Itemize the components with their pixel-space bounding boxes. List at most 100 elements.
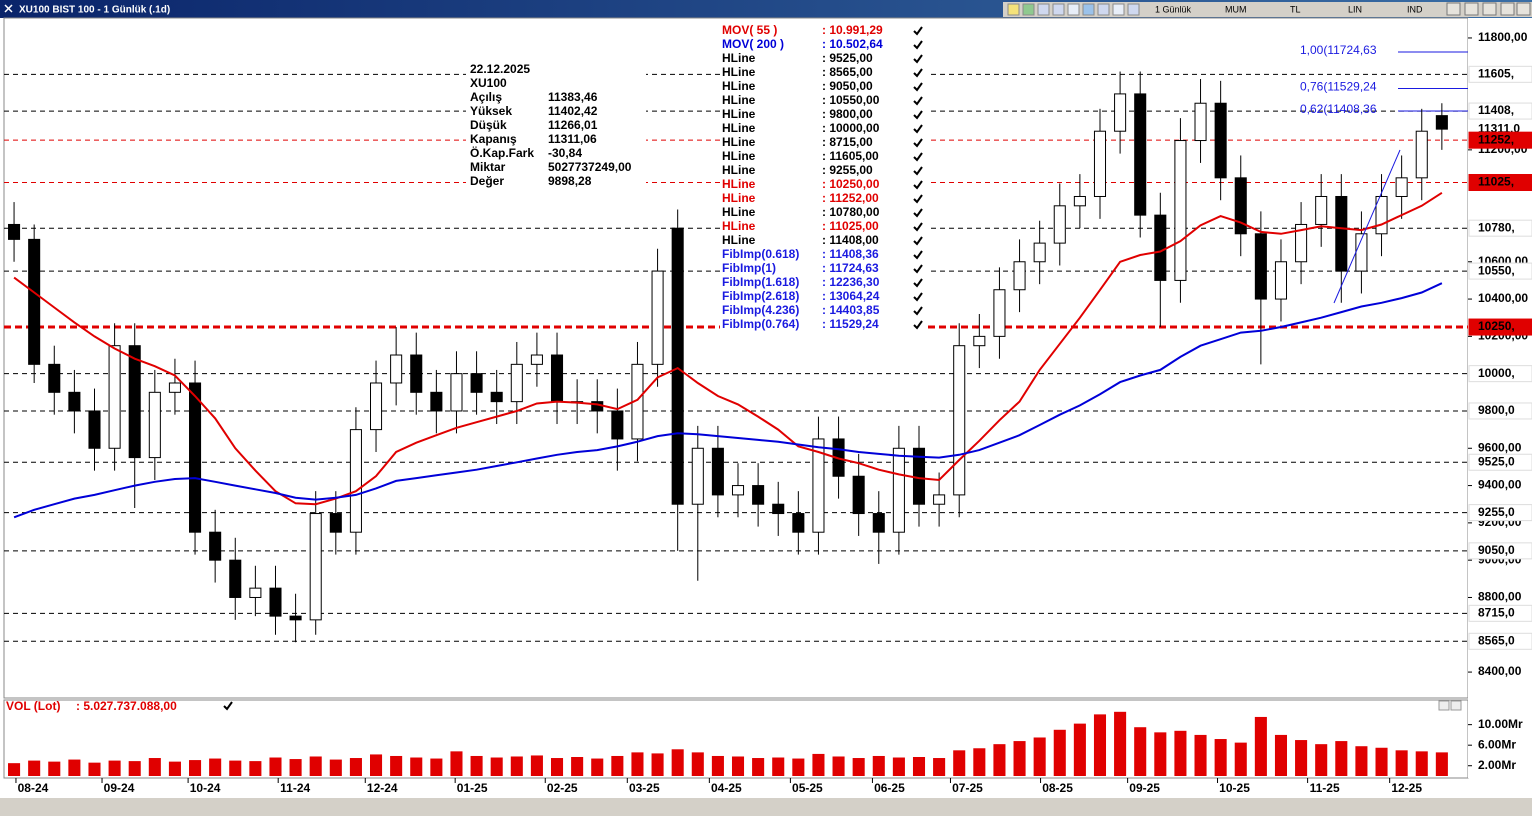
toolbar-icon[interactable] bbox=[1007, 3, 1020, 16]
toolbar-button[interactable]: TL bbox=[1290, 4, 1301, 14]
legend-value: : 10.502,64 bbox=[822, 37, 883, 51]
toolbar-icon[interactable] bbox=[1022, 3, 1035, 16]
window-button[interactable] bbox=[1500, 2, 1515, 16]
check-icon[interactable] bbox=[913, 306, 923, 316]
check-icon[interactable] bbox=[913, 96, 923, 106]
toolbar-icon[interactable] bbox=[1097, 3, 1110, 16]
volume-bar bbox=[349, 758, 362, 776]
volume-bar bbox=[470, 755, 483, 776]
toolbar-icon[interactable] bbox=[1067, 3, 1080, 16]
volume-bar bbox=[1435, 752, 1448, 776]
volume-bar bbox=[1033, 737, 1046, 776]
check-icon[interactable] bbox=[913, 250, 923, 260]
line-label-box bbox=[1468, 65, 1532, 83]
volume-bar bbox=[631, 752, 644, 776]
x-tick-label: 08-25 bbox=[1042, 781, 1073, 795]
line-label-box bbox=[1468, 365, 1532, 383]
legend-name: HLine bbox=[722, 191, 756, 205]
check-icon[interactable] bbox=[913, 152, 923, 162]
legend: MOV( 55 ): 10.991,29 MOV( 200 ): 10.502,6… bbox=[722, 23, 923, 331]
line-label: 10780, bbox=[1478, 220, 1515, 234]
candle-body bbox=[249, 587, 262, 598]
check-icon[interactable] bbox=[913, 54, 923, 64]
window-button[interactable] bbox=[1482, 2, 1497, 16]
volume-bar bbox=[48, 761, 61, 776]
toolbar-button[interactable]: LIN bbox=[1348, 4, 1362, 14]
volume-bar bbox=[430, 758, 443, 776]
candle-body bbox=[1013, 261, 1026, 291]
toolbar-icon[interactable] bbox=[1112, 3, 1125, 16]
check-icon[interactable] bbox=[913, 40, 923, 50]
legend-value: : 10.991,29 bbox=[822, 23, 883, 37]
window-button[interactable] bbox=[1464, 2, 1479, 16]
check-icon[interactable] bbox=[913, 320, 923, 330]
legend-name: HLine bbox=[722, 219, 756, 233]
candle-body bbox=[28, 238, 41, 365]
x-tick-label: 03-25 bbox=[629, 781, 660, 795]
candle-body bbox=[1315, 195, 1328, 225]
toolbar-button[interactable]: IND bbox=[1407, 4, 1423, 14]
info-label: Miktar bbox=[470, 160, 506, 174]
info-label: Ö.Kap.Fark bbox=[470, 145, 534, 160]
close-icon[interactable] bbox=[4, 4, 13, 13]
candle-body bbox=[953, 345, 966, 496]
toolbar-button[interactable]: MUM bbox=[1225, 4, 1247, 14]
check-icon[interactable] bbox=[913, 236, 923, 246]
toolbar-button[interactable]: 1 Günlük bbox=[1155, 4, 1192, 14]
check-icon[interactable] bbox=[913, 194, 923, 204]
legend-name: HLine bbox=[722, 65, 756, 79]
check-icon[interactable] bbox=[913, 208, 923, 218]
check-icon[interactable] bbox=[913, 82, 923, 92]
panel-button[interactable] bbox=[1450, 700, 1462, 711]
check-icon[interactable] bbox=[913, 68, 923, 78]
check-icon[interactable] bbox=[913, 264, 923, 274]
check-icon[interactable] bbox=[913, 138, 923, 148]
toolbar-icon[interactable] bbox=[1127, 3, 1140, 16]
check-icon[interactable] bbox=[913, 166, 923, 176]
info-value: 5027737249,00 bbox=[548, 160, 632, 174]
ticks: 11800,0011200,0010600,0010400,0010200,00… bbox=[15, 30, 1528, 795]
volume-bar bbox=[1234, 742, 1247, 776]
toolbar-icon[interactable] bbox=[1037, 3, 1050, 16]
volume-bar bbox=[1073, 723, 1086, 776]
volume-bar bbox=[1315, 744, 1328, 776]
volume-bar bbox=[289, 759, 302, 776]
info-label: Açılış bbox=[470, 90, 502, 104]
check-icon[interactable] bbox=[223, 701, 233, 711]
check-icon[interactable] bbox=[913, 26, 923, 36]
toolbar-icon[interactable] bbox=[1082, 3, 1095, 16]
volume-bar bbox=[973, 748, 986, 776]
line-label-box bbox=[1468, 173, 1532, 191]
legend-value: : 11408,36 bbox=[822, 247, 879, 261]
candle-body bbox=[1174, 140, 1187, 281]
check-icon[interactable] bbox=[913, 124, 923, 134]
check-icon[interactable] bbox=[913, 180, 923, 190]
legend-name: HLine bbox=[722, 107, 756, 121]
x-tick-label: 11-25 bbox=[1310, 781, 1340, 795]
check-icon[interactable] bbox=[913, 110, 923, 120]
window-button[interactable] bbox=[1446, 2, 1461, 16]
trend-line[interactable] bbox=[1333, 149, 1401, 304]
check-icon[interactable] bbox=[913, 292, 923, 302]
y-tick-label: 2.00Mr bbox=[1478, 758, 1516, 772]
volume-bar bbox=[28, 760, 41, 776]
volume-bar bbox=[651, 753, 664, 776]
check-icon[interactable] bbox=[913, 222, 923, 232]
volume-bar bbox=[571, 757, 584, 776]
volume-bar bbox=[671, 749, 684, 776]
line-label: 11025, bbox=[1478, 175, 1514, 189]
volume-bar bbox=[792, 758, 805, 776]
info-value: 9898,28 bbox=[548, 174, 592, 188]
toolbar-icon[interactable] bbox=[1052, 3, 1065, 16]
legend-name: FibImp(4.236) bbox=[722, 303, 799, 317]
candle-body bbox=[1073, 195, 1086, 207]
line-label-box bbox=[1468, 318, 1532, 336]
volume-bar bbox=[892, 757, 905, 776]
panel-button[interactable] bbox=[1438, 700, 1450, 711]
check-icon[interactable] bbox=[913, 278, 923, 288]
volume-bar bbox=[510, 756, 523, 776]
candle-body bbox=[108, 345, 121, 449]
window-button[interactable] bbox=[1516, 2, 1531, 16]
legend-value: : 11529,24 bbox=[822, 317, 879, 331]
